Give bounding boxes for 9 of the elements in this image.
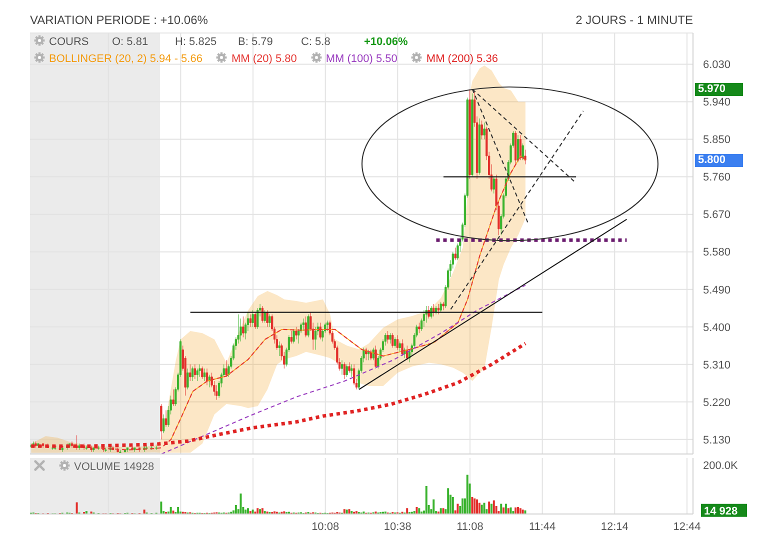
x-tick-label: 10:38 xyxy=(384,520,412,533)
y-tick-label: 200.0K xyxy=(703,460,739,472)
x-tick-label: 10:08 xyxy=(312,520,340,533)
x-tick-label: 11:44 xyxy=(528,520,556,533)
y-tick-label: 14 928 xyxy=(704,505,738,518)
x-tick-label: 11:08 xyxy=(456,520,484,533)
x-tick-label: 12:44 xyxy=(673,520,701,533)
text: VOLUME 14928 xyxy=(74,461,154,473)
x-tick-label: 12:14 xyxy=(600,520,628,533)
